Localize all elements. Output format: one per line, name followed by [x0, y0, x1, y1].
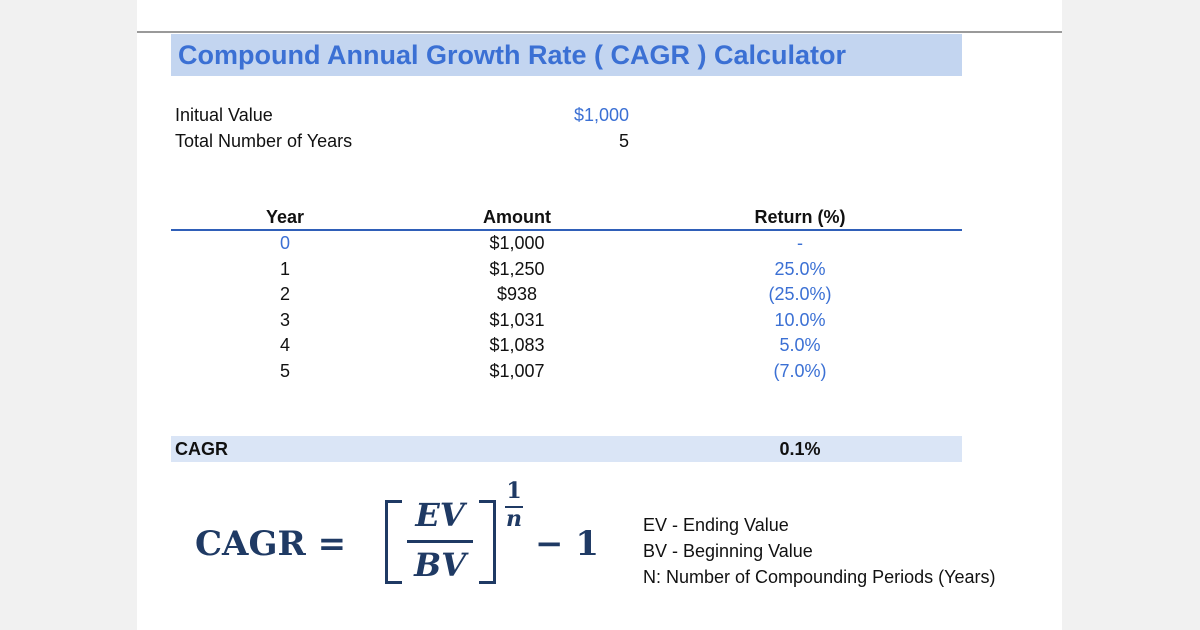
- cagr-label: CAGR: [175, 439, 228, 459]
- table-cell-year: 3: [279, 309, 290, 330]
- initial-value-label: Initual Value: [175, 105, 273, 125]
- right-bracket: [479, 500, 496, 584]
- legend-bv: BV - Beginning Value: [643, 541, 813, 561]
- cagr-value: 0.1%: [779, 439, 821, 459]
- table-cell-year: 1: [279, 258, 290, 279]
- legend-ev: EV - Ending Value: [643, 515, 789, 535]
- table-cell-amount: $1,031: [489, 309, 545, 330]
- formula-denominator: BV: [414, 546, 466, 584]
- header-amount: Amount: [483, 207, 551, 227]
- table-cell-return: 25.0%: [774, 258, 826, 279]
- table-cell-amount: $1,083: [489, 335, 545, 356]
- header-year: Year: [265, 207, 305, 227]
- exponent-denominator: n: [506, 506, 522, 532]
- title-band: Compound Annual Growth Rate ( CAGR ) Cal…: [171, 34, 962, 76]
- cagr-formula: CAGR = EV BV 1 n − 1: [195, 478, 625, 588]
- formula-numerator: EV: [415, 496, 465, 534]
- table-cell-return: 10.0%: [774, 309, 826, 330]
- table-cell-year: 4: [279, 335, 290, 356]
- fraction-bar: [407, 540, 473, 543]
- table-cell-amount: $938: [496, 284, 538, 305]
- table-cell-amount: $1,250: [489, 258, 545, 279]
- cagr-row: CAGR 0.1%: [171, 436, 962, 462]
- legend-n: N: Number of Compounding Periods (Years): [643, 567, 996, 587]
- header-underline: [171, 229, 962, 231]
- header-return: Return (%): [754, 207, 846, 227]
- table-cell-amount: $1,007: [489, 361, 545, 381]
- divider: [137, 31, 1062, 33]
- table-cell-amount: $1,000: [489, 233, 545, 253]
- table-cell-return: (7.0%): [773, 361, 827, 381]
- spreadsheet-page: [137, 0, 1062, 630]
- table-cell-year: 0: [279, 233, 290, 253]
- initial-value-input[interactable]: $1,000: [573, 105, 629, 125]
- formula-lhs: CAGR =: [195, 524, 347, 564]
- years-input[interactable]: 5: [618, 131, 629, 151]
- table-cell-return: 5.0%: [779, 335, 821, 356]
- table-cell-return: (25.0%): [768, 284, 832, 305]
- page-title: Compound Annual Growth Rate ( CAGR ) Cal…: [178, 40, 846, 70]
- left-bracket: [385, 500, 402, 584]
- table-cell-return: -: [797, 233, 803, 253]
- exponent-bar: [505, 506, 523, 508]
- table-cell-year: 2: [279, 284, 290, 305]
- exponent-numerator: 1: [506, 478, 522, 504]
- table-cell-year: 5: [279, 361, 290, 381]
- years-label: Total Number of Years: [175, 131, 353, 151]
- formula-minus-one: − 1: [535, 524, 599, 564]
